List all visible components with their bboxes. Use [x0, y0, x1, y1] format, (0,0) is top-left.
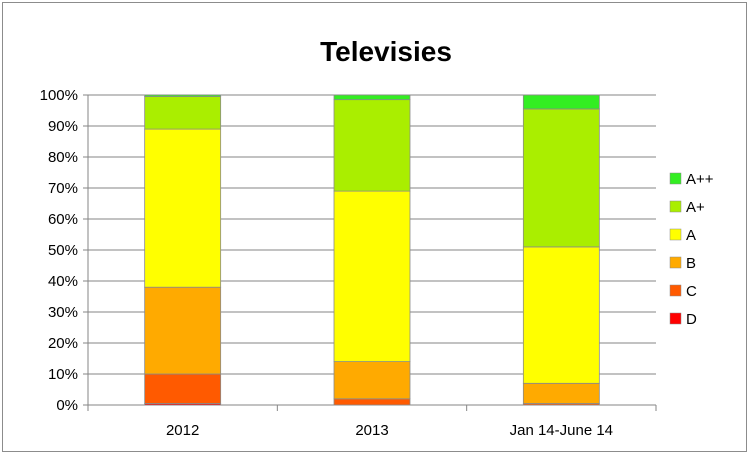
bars: [144, 94, 600, 406]
bar-segment: [144, 128, 222, 288]
chart-frame: Televisies 0% 10% 20% 30% 40% 50% 60% 70% 80% 90%…: [2, 2, 747, 452]
stacked-bar-chart: Televisies 0% 10% 20% 30% 40% 50% 60% 70% 80% 90%…: [40, 36, 714, 439]
x-tick-label: Jan 14-June 14: [510, 422, 613, 439]
bar-segment: [144, 286, 222, 375]
axes: 0% 10% 20% 30% 40% 50% 60% 70% 80% 90% 100% 2012 201…: [40, 87, 657, 439]
y-tick-label: 50%: [48, 242, 78, 259]
x-tick-label: 2012: [166, 422, 199, 439]
legend-swatch: [669, 172, 682, 185]
x-tick-label: 2013: [355, 422, 388, 439]
legend-label: A++: [686, 171, 714, 188]
bar-segment: [333, 398, 411, 406]
bar-segment: [522, 382, 600, 404]
legend-swatch: [669, 200, 682, 213]
y-tick-label: 30%: [48, 304, 78, 321]
y-tick-label: 10%: [48, 366, 78, 383]
bar-segment: [522, 108, 600, 248]
y-tick-label: 20%: [48, 335, 78, 352]
legend-label: B: [686, 255, 696, 272]
bar-segment: [333, 361, 411, 400]
chart-title: Televisies: [320, 36, 452, 67]
legend-label: C: [686, 283, 697, 300]
legend-swatch: [669, 228, 682, 241]
bar-segment: [522, 94, 600, 110]
y-tick-label: 40%: [48, 273, 78, 290]
legend-label: D: [686, 311, 697, 328]
y-tick-label: 90%: [48, 118, 78, 135]
y-tick-label: 80%: [48, 149, 78, 166]
legend-swatch: [669, 284, 682, 297]
y-tick-label: 60%: [48, 211, 78, 228]
bar-segment: [333, 94, 411, 101]
bar-segment: [522, 246, 600, 384]
bar-segment: [144, 96, 222, 130]
bar-segment: [144, 94, 222, 97]
legend-label: A: [686, 227, 696, 244]
legend-swatch: [669, 256, 682, 269]
y-tick-label: 0%: [56, 397, 78, 414]
bar-segment: [333, 99, 411, 192]
bar-segment: [333, 190, 411, 363]
y-tick-label: 70%: [48, 180, 78, 197]
legend-label: A+: [686, 199, 705, 216]
legend-swatch: [669, 312, 682, 325]
bar-segment: [144, 373, 222, 404]
y-tick-label: 100%: [40, 87, 78, 104]
